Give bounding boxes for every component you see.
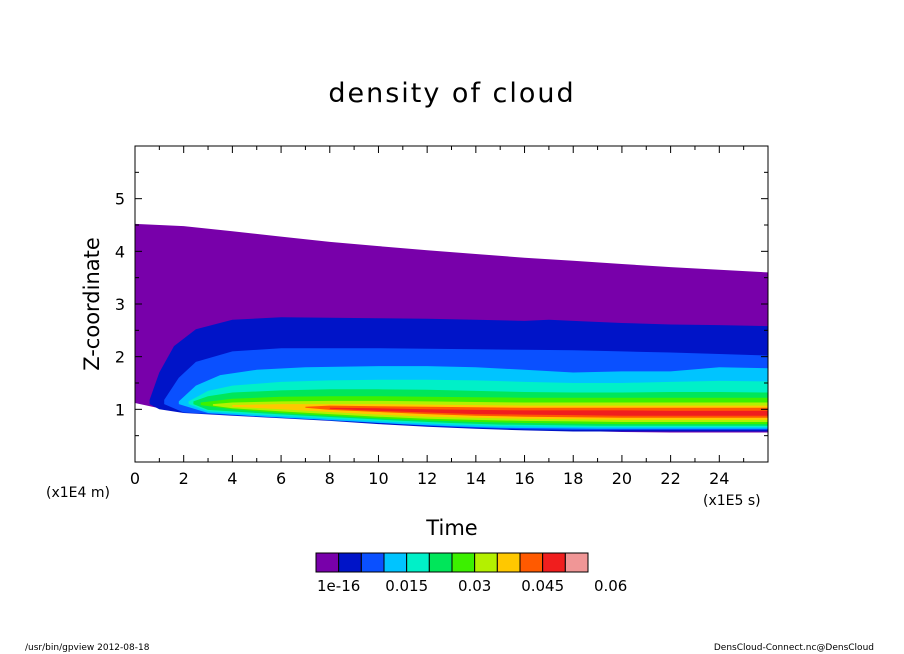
colorbar: 1e-16 0.015 0.03 0.045 0.06	[315, 552, 627, 595]
x-tick-label: 0	[130, 469, 140, 488]
y-tick-label: 1	[115, 400, 125, 419]
colorbar-cell	[474, 552, 498, 573]
x-tick-label: 24	[709, 469, 729, 488]
colorbar-tick-label: 0.015	[385, 577, 428, 595]
y-tick-label: 5	[115, 190, 125, 209]
colorbar-cell	[338, 552, 362, 573]
colorbar-cell	[496, 552, 521, 573]
colorbar-cell	[451, 552, 476, 573]
footer-right: DensCloud-Connect.nc@DensCloud	[713, 643, 874, 653]
colorbar-cell	[519, 552, 544, 573]
y-tick-label: 2	[115, 348, 125, 367]
x-tick-label: 8	[325, 469, 335, 488]
y-unit-label: (x1E4 m)	[46, 485, 110, 501]
x-tick-label: 18	[563, 469, 583, 488]
colorbar-tick-label: 0.045	[521, 577, 564, 595]
colorbar-cell	[406, 552, 430, 573]
colorbar-cell	[315, 552, 340, 573]
x-tick-label: 12	[417, 469, 437, 488]
colorbar-cell	[383, 552, 408, 573]
colorbar-cell	[360, 552, 385, 573]
y-tick-label: 4	[115, 242, 125, 261]
colorbar-cell	[542, 552, 566, 573]
contour-band-11	[329, 407, 768, 416]
x-tick-label: 10	[368, 469, 388, 488]
x-tick-label: 4	[227, 469, 237, 488]
y-axis-label: Z-coordinate	[80, 237, 104, 371]
x-unit-label: (x1E5 s)	[703, 493, 761, 509]
x-tick-label: 6	[276, 469, 286, 488]
x-tick-label: 14	[466, 469, 486, 488]
colorbar-tick-label: 1e-16	[317, 577, 360, 595]
colorbar-cell	[428, 552, 453, 573]
plot-area	[135, 223, 769, 433]
x-tick-label: 2	[179, 469, 189, 488]
chart-title: density of cloud	[328, 78, 575, 109]
x-axis-label: Time	[425, 516, 477, 540]
colorbar-tick-label: 0.03	[458, 577, 491, 595]
x-tick-label: 20	[612, 469, 632, 488]
x-tick-label: 16	[514, 469, 534, 488]
colorbar-tick-label: 0.06	[594, 577, 627, 595]
x-tick-label: 22	[660, 469, 680, 488]
footer-left: /usr/bin/gpview 2012-08-18	[25, 643, 150, 653]
y-tick-label: 3	[115, 295, 125, 314]
colorbar-cell	[564, 552, 589, 573]
